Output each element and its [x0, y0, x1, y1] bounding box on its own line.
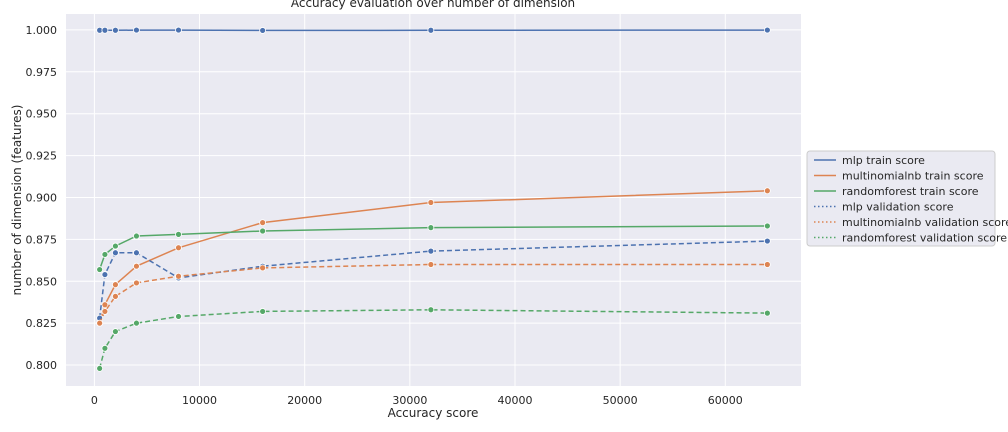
data-point: [133, 262, 140, 270]
y-tick-label: 0.800: [26, 359, 58, 372]
data-point: [763, 309, 771, 317]
grid-lines: [66, 14, 801, 386]
series-line: [98, 263, 768, 324]
data-point: [427, 261, 435, 268]
y-tick-label: 0.900: [26, 191, 58, 204]
data-point: [112, 292, 119, 300]
data-point: [259, 264, 267, 272]
data-point: [133, 26, 140, 34]
data-point: [133, 279, 140, 287]
legend-item: randomforest validation score: [814, 232, 1007, 245]
data-point: [112, 328, 119, 335]
data-point: [112, 242, 119, 250]
data-point: [427, 306, 435, 314]
x-axis-ticks: 0 10000 20000 30000 40000 50000 60000: [91, 394, 743, 407]
data-point: [175, 26, 182, 34]
plot-area: [66, 14, 801, 386]
y-tick-label: 0.825: [26, 317, 58, 330]
data-point: [133, 232, 140, 240]
legend-label: randomforest validation score: [842, 232, 1007, 245]
legend-label: mlp validation score: [842, 201, 954, 214]
y-axis-ticks: 0.800 0.825 0.850 0.875 0.900 0.925 0.950 0.975…: [26, 24, 58, 372]
x-tick-label: 0: [91, 394, 98, 407]
data-point: [427, 247, 435, 255]
y-tick-label: 0.950: [26, 108, 58, 121]
legend-label: multinomialnb train score: [842, 170, 984, 183]
data-point: [101, 26, 109, 34]
y-tick-label: 1.000: [26, 24, 58, 37]
data-point: [259, 219, 267, 227]
data-point: [763, 187, 771, 195]
x-tick-label: 50000: [603, 394, 638, 407]
data-point: [133, 249, 140, 257]
data-point: [96, 319, 104, 327]
series-randomforest-validation-score: [96, 306, 771, 372]
x-tick-label: 10000: [182, 394, 217, 407]
data-point: [763, 222, 771, 230]
data-point: [427, 26, 435, 34]
x-tick-label: 40000: [497, 394, 532, 407]
legend-label: multinomialnb validation score: [842, 216, 1008, 229]
data-point: [101, 344, 109, 352]
data-point: [175, 313, 182, 320]
data-point: [112, 249, 119, 257]
legend-item: randomforest train score: [814, 185, 979, 198]
legend-item: multinomialnb validation score: [814, 216, 1008, 229]
data-point: [259, 308, 267, 315]
x-axis-label: Accuracy score: [388, 406, 479, 420]
data-point: [175, 244, 182, 252]
y-axis-label: number of dimension (features): [10, 105, 24, 296]
legend-label: mlp train score: [842, 154, 925, 167]
data-point: [101, 271, 109, 278]
data-point: [96, 365, 104, 372]
data-point: [175, 272, 182, 280]
series-line: [98, 240, 768, 319]
data-point: [175, 230, 182, 238]
chart-title: Accuracy evaluation over number of dimen…: [291, 0, 575, 10]
data-point: [112, 26, 119, 34]
series-mlp-train-score: [96, 26, 771, 34]
data-point: [763, 26, 771, 34]
legend-item: mlp train score: [814, 154, 925, 167]
data-point: [96, 266, 104, 273]
data-point: [763, 261, 771, 268]
series-multinomialnb-validation-score: [96, 261, 771, 327]
y-tick-label: 0.925: [26, 150, 58, 163]
series-line: [98, 190, 768, 324]
data-point: [101, 308, 109, 315]
data-point: [133, 319, 140, 327]
data-point: [259, 227, 267, 235]
legend-item: mlp validation score: [814, 201, 954, 214]
data-point: [763, 237, 771, 245]
x-tick-label: 30000: [392, 394, 427, 407]
data-point: [427, 199, 435, 206]
series-layer: [96, 26, 771, 372]
legend: mlp train score multinomialnb train score…: [806, 150, 1008, 247]
data-point: [427, 224, 435, 232]
y-tick-label: 0.975: [26, 66, 58, 79]
data-point: [101, 301, 109, 309]
x-tick-label: 60000: [708, 394, 743, 407]
data-point: [259, 27, 267, 34]
x-tick-label: 20000: [287, 394, 322, 407]
legend-item: multinomialnb train score: [814, 170, 984, 183]
y-tick-label: 0.850: [26, 275, 58, 288]
data-point: [101, 251, 109, 258]
y-tick-label: 0.875: [26, 233, 58, 246]
data-point: [112, 281, 119, 289]
legend-label: randomforest train score: [842, 185, 979, 198]
legend-frame: [806, 150, 996, 247]
series-randomforest-train-score: [96, 222, 771, 273]
